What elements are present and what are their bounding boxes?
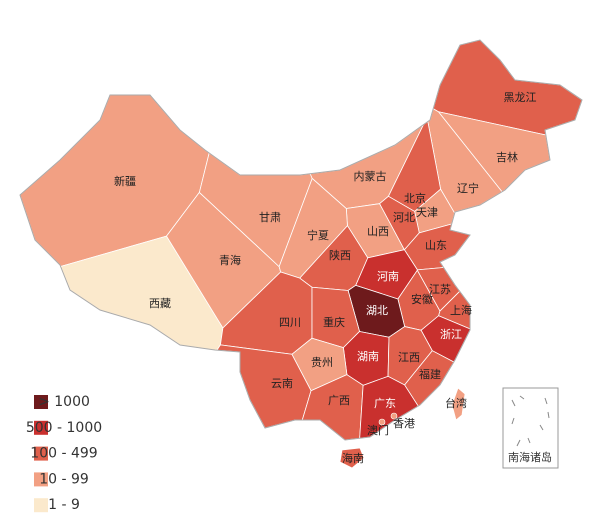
province-label: 安徽 [411, 292, 433, 306]
province-label: 湖南 [357, 350, 379, 363]
province-label: 福建 [419, 367, 441, 381]
province-label: 陕西 [329, 248, 351, 262]
provinces [19, 39, 583, 469]
inset: 南海诸岛 [502, 387, 559, 469]
legend-label: > 1000 [38, 394, 90, 410]
province-label: 山西 [367, 225, 389, 238]
province-label: 内蒙古 [354, 169, 387, 183]
province-label: 海南 [342, 451, 364, 465]
province [339, 447, 365, 469]
province [451, 387, 466, 421]
province [378, 418, 386, 426]
province-label: 宁夏 [307, 228, 329, 242]
province-label: 浙江 [440, 328, 462, 341]
legend-label: 100 - 499 [30, 446, 97, 462]
province-label: 台湾 [445, 396, 467, 410]
province-label: 西藏 [149, 297, 171, 310]
province-label: 湖北 [366, 304, 388, 317]
province-label: 广西 [328, 394, 350, 407]
province-label: 山东 [425, 239, 447, 252]
legend-label: 1 - 9 [48, 497, 80, 513]
province-label: 河北 [393, 211, 415, 224]
inset-label: 南海诸岛 [508, 450, 552, 464]
legend-swatch [34, 395, 48, 409]
legend-swatch [34, 498, 48, 513]
province-label: 吉林 [496, 150, 518, 164]
province-label: 天津 [416, 206, 438, 219]
province-label: 四川 [279, 316, 301, 329]
province-label: 香港 [393, 417, 415, 430]
province-label: 云南 [271, 377, 293, 390]
legend-label: 500 - 1000 [26, 420, 102, 436]
province-label: 黑龙江 [504, 91, 537, 104]
province-label: 澳门 [367, 423, 389, 437]
province-label: 北京 [404, 191, 426, 205]
province-label: 江西 [398, 351, 420, 364]
legend-label: 10 - 99 [39, 471, 89, 487]
province-label: 江苏 [429, 283, 451, 296]
legend: > 1000 500 - 1000 100 - 499 10 - 99 1 - 9 [26, 394, 102, 513]
inset-islands [511, 395, 550, 447]
province-label: 新疆 [114, 174, 136, 188]
province-label: 辽宁 [457, 181, 479, 195]
country-outline [19, 39, 583, 441]
legend-swatch [34, 446, 48, 461]
province-label: 河南 [377, 270, 399, 283]
province-label: 重庆 [323, 315, 345, 329]
province-label: 贵州 [311, 356, 333, 369]
province [390, 412, 398, 420]
legend-swatch [34, 420, 48, 435]
province-label: 上海 [450, 303, 472, 317]
province-label: 广东 [374, 397, 396, 410]
province-label: 青海 [219, 253, 241, 267]
province-label: 甘肃 [259, 211, 281, 224]
legend-swatch [34, 472, 48, 487]
